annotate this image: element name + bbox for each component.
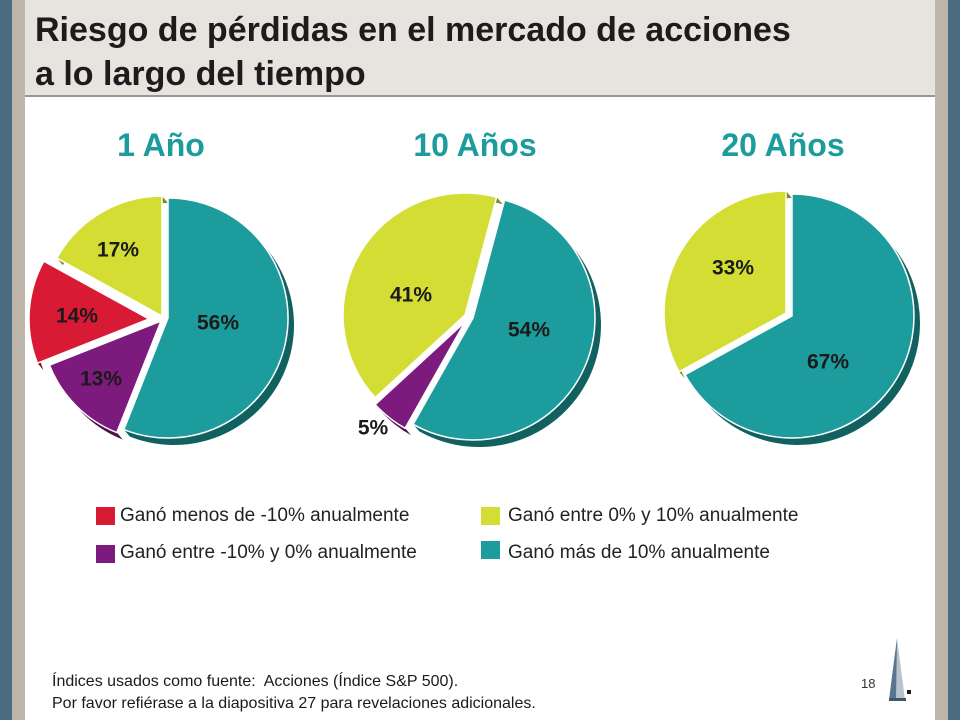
slice-loss-0-to-10pct-rim bbox=[375, 404, 412, 436]
pie-data-label: 13% bbox=[80, 368, 122, 391]
pie-data-label: 33% bbox=[712, 257, 754, 280]
pie-data-label: 5% bbox=[358, 417, 389, 440]
slice-loss-0-to-10pct bbox=[48, 320, 162, 434]
chart-title-1-year: 1 Año bbox=[117, 127, 205, 163]
legend-swatch-loss-0-to-10pct bbox=[96, 545, 115, 563]
pie-chart-2: 54% 5% 41% bbox=[342, 192, 602, 448]
page-number: 18 bbox=[861, 676, 876, 691]
chart-title-20-years: 20 Años bbox=[721, 127, 845, 163]
pie-data-label: 67% bbox=[807, 351, 849, 374]
legend-swatch-loss-over-10pct bbox=[96, 507, 115, 525]
legend-swatch-gain-0-to-10pct bbox=[481, 507, 500, 525]
slice-gain-over-10pct bbox=[684, 193, 915, 439]
right-accent-strip bbox=[935, 0, 948, 720]
left-accent-strip bbox=[12, 0, 25, 720]
slice-gain-0-to-10pct bbox=[663, 190, 787, 373]
pie-data-label: 56% bbox=[197, 312, 239, 335]
pie-data-label: 14% bbox=[56, 305, 98, 328]
slide-title-line-1: Riesgo de pérdidas en el mercado de acci… bbox=[35, 11, 791, 49]
slice-loss-0-to-10pct bbox=[374, 321, 466, 430]
legend-swatch-gain-over-10pct bbox=[481, 541, 500, 559]
right-border-strip bbox=[948, 0, 960, 720]
slice-gain-0-to-10pct bbox=[342, 192, 498, 399]
pie-charts: 56% 13% 14% 17% 54% 5% 41% 67% 33% bbox=[28, 190, 921, 448]
left-border-strip bbox=[0, 0, 12, 720]
pie-data-label: 17% bbox=[97, 239, 139, 262]
source-note: Índices usados como fuente: Acciones (Ín… bbox=[52, 673, 459, 690]
pie-chart-3: 67% 33% bbox=[663, 190, 921, 445]
pyramid-logo-icon bbox=[889, 638, 911, 701]
slice-gain-0-to-10pct bbox=[56, 195, 163, 317]
title-divider bbox=[25, 95, 935, 97]
legend-label-loss-over-10pct: Ganó menos de -10% anualmente bbox=[120, 505, 410, 526]
legend-label-gain-over-10pct: Ganó más de 10% anualmente bbox=[508, 542, 770, 563]
pie-chart-1: 56% 13% 14% 17% bbox=[28, 195, 295, 445]
slice-loss-over-10pct bbox=[28, 260, 150, 364]
title-band bbox=[25, 0, 935, 95]
legend-label-gain-0-to-10pct: Ganó entre 0% y 10% anualmente bbox=[508, 505, 799, 526]
legend-label-loss-0-to-10pct: Ganó entre -10% y 0% anualmente bbox=[120, 542, 417, 563]
pie-data-label: 41% bbox=[390, 284, 432, 307]
slice-gain-over-10pct bbox=[412, 199, 596, 441]
chart-title-10-years: 10 Años bbox=[413, 127, 537, 163]
slide-title-line-2: a lo largo del tiempo bbox=[35, 55, 366, 93]
pie-data-label: 54% bbox=[508, 319, 550, 342]
disclosure-note: Por favor refiérase a la diapositiva 27 … bbox=[52, 695, 536, 712]
slice-gain-over-10pct bbox=[123, 197, 289, 439]
slide-title: Riesgo de pérdidas en el mercado de acci… bbox=[35, 8, 791, 96]
